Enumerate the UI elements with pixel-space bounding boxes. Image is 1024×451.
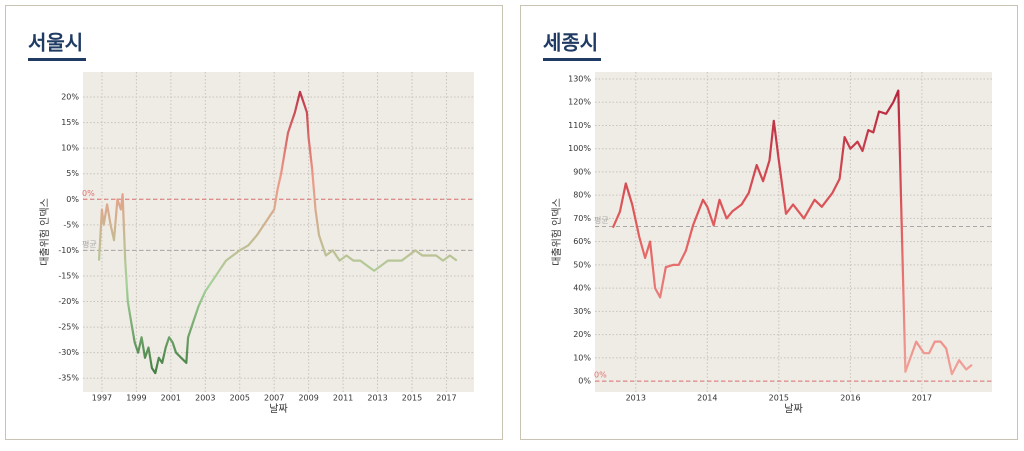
y-tick-label: 120%: [568, 98, 591, 107]
y-tick-label: -5%: [63, 220, 79, 229]
y-tick-label: 0%: [66, 195, 79, 204]
y-tick-label: 40%: [573, 284, 591, 293]
y-tick-label: 100%: [568, 144, 591, 153]
plot-area: [595, 72, 992, 392]
data-line: [97, 90, 458, 375]
y-tick-label: 80%: [573, 191, 591, 200]
x-tick-label: 2017: [912, 394, 932, 403]
y-tick-label: -15%: [58, 271, 79, 280]
x-tick-label: 2007: [264, 394, 284, 403]
x-axis-label: 날짜: [784, 403, 802, 415]
y-tick-label: 50%: [573, 260, 591, 269]
plot-area: [83, 72, 474, 392]
x-tick-label: 2015: [769, 394, 789, 403]
x-tick-label: 2009: [298, 394, 318, 403]
reference-label: 평균: [594, 215, 609, 225]
x-tick-label: 1997: [92, 394, 112, 403]
x-tick-label: 2013: [626, 394, 646, 403]
y-tick-label: 70%: [573, 214, 591, 223]
y-tick-label: 130%: [568, 74, 591, 83]
y-tick-label: 60%: [573, 237, 591, 246]
title-underline: [28, 58, 86, 61]
reference-label: 0%: [594, 371, 607, 380]
y-axis-label: 대출위험 인덱스: [550, 198, 563, 266]
y-tick-label: 10%: [573, 353, 591, 362]
y-axis-label: 대출위험 인덱스: [38, 198, 51, 266]
y-tick-label: -30%: [58, 348, 79, 357]
title-underline: [543, 58, 601, 61]
y-tick-label: 110%: [568, 121, 591, 130]
reference-label: 평균: [82, 239, 97, 249]
y-tick-label: 10%: [61, 144, 79, 153]
y-tick-label: -35%: [58, 374, 79, 383]
y-tick-label: -20%: [58, 297, 79, 306]
x-axis-label: 날짜: [269, 403, 287, 415]
y-tick-label: 15%: [61, 118, 79, 127]
x-tick-label: 2015: [402, 394, 422, 403]
x-tick-label: 2011: [333, 394, 353, 403]
y-tick-label: -25%: [58, 323, 79, 332]
y-tick-label: 0%: [578, 377, 591, 386]
y-tick-label: -10%: [58, 246, 79, 255]
x-tick-label: 2017: [436, 394, 456, 403]
y-tick-label: 5%: [66, 169, 79, 178]
y-tick-label: 90%: [573, 167, 591, 176]
chart-title: 세종시: [543, 31, 598, 55]
x-tick-label: 2001: [161, 394, 181, 403]
reference-label: 0%: [82, 189, 95, 198]
x-tick-label: 2016: [840, 394, 860, 403]
y-tick-label: 20%: [61, 93, 79, 102]
chart-title: 서울시: [28, 31, 83, 55]
x-tick-label: 2003: [195, 394, 215, 403]
x-tick-label: 2014: [697, 394, 717, 403]
y-tick-label: 20%: [573, 330, 591, 339]
x-tick-label: 1999: [126, 394, 146, 403]
data-line: [611, 89, 973, 376]
x-tick-label: 2005: [230, 394, 250, 403]
y-tick-label: 30%: [573, 307, 591, 316]
x-tick-label: 2013: [367, 394, 387, 403]
